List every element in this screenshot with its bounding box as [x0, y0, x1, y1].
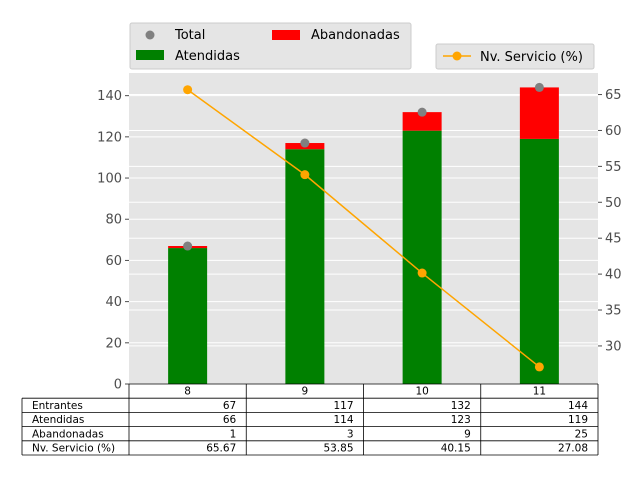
data-table: 8 9 10 11 Entrantes 67 117 132 144 Atendidas 66 114… [21, 383, 599, 456]
right-tick-label-45: 45 [605, 232, 622, 247]
service-line-path [187, 89, 540, 368]
legend-left: Total Abandonadas Atendidas [129, 22, 412, 70]
bar-atendidas-11 [519, 138, 559, 384]
left-tick-label-100: 100 [97, 172, 122, 187]
table-cell: 25 [575, 428, 588, 440]
left-axis: 0 20 40 60 80 100 120 140 [97, 89, 129, 393]
table-cell: 119 [568, 414, 588, 426]
bar-atendidas-10 [402, 130, 442, 384]
table-cell: 114 [333, 414, 353, 426]
table-cell: 117 [333, 400, 353, 412]
bars [168, 87, 559, 384]
left-tick-label-0: 0 [114, 378, 122, 393]
service-point-11 [534, 362, 544, 372]
table-cell: 144 [568, 400, 588, 412]
legend-total-marker [145, 30, 155, 40]
legend-abandonadas-swatch [272, 30, 300, 40]
left-tick-label-80: 80 [105, 213, 122, 228]
right-tick-label-50: 50 [605, 196, 622, 211]
right-tick-label-30: 30 [605, 339, 622, 354]
table-cell: 53.85 [323, 443, 353, 455]
table-col-header-8: 8 [184, 386, 191, 398]
table-cell: 66 [223, 414, 237, 426]
total-point-10 [417, 107, 427, 117]
table-row-label: Abandonadas [32, 428, 104, 440]
table-col-header-10: 10 [415, 386, 428, 398]
legend-atendidas-label: Atendidas [175, 49, 240, 64]
table-cell: 67 [223, 400, 236, 412]
right-axis: 30 35 40 45 50 55 60 65 [598, 88, 622, 354]
service-point-9 [300, 170, 310, 180]
legend-left-box [129, 22, 412, 70]
service-line [183, 85, 544, 372]
total-points [183, 82, 544, 251]
table-row-label: Entrantes [32, 400, 83, 412]
left-tick-label-60: 60 [105, 254, 122, 269]
left-tick-label-140: 140 [97, 89, 122, 104]
legend-right-box [435, 43, 595, 70]
right-tick-label-55: 55 [605, 160, 622, 175]
bar-abandonadas-11 [519, 87, 559, 139]
right-tick-label-40: 40 [605, 268, 622, 283]
table-cell: 27.08 [558, 443, 588, 455]
right-tick-label-60: 60 [605, 124, 622, 139]
legend-service-marker [452, 51, 462, 61]
table-cell: 9 [464, 428, 471, 440]
legend-total-label: Total [174, 28, 205, 43]
total-point-9 [300, 138, 310, 148]
total-point-11 [534, 82, 544, 92]
legend-atendidas-swatch [136, 50, 164, 60]
service-point-10 [417, 268, 427, 278]
table-row-label: Atendidas [32, 414, 84, 426]
table-row-label: Nv. Servicio (%) [32, 443, 115, 455]
bar-atendidas-8 [168, 248, 208, 384]
table-col-header-11: 11 [533, 386, 546, 398]
legend-service-label: Nv. Servicio (%) [480, 50, 583, 65]
left-tick-label-120: 120 [97, 130, 122, 145]
table-cell: 40.15 [441, 443, 471, 455]
right-tick-label-65: 65 [605, 88, 622, 103]
table-cell: 132 [451, 400, 471, 412]
bar-atendidas-9 [285, 149, 325, 384]
bar-abandonadas-10 [402, 112, 442, 131]
grid [129, 94, 598, 385]
table-cell: 3 [347, 428, 354, 440]
left-tick-label-20: 20 [105, 336, 122, 351]
total-point-8 [183, 241, 193, 251]
legend-right: Nv. Servicio (%) [435, 43, 595, 70]
table-cell: 123 [451, 414, 471, 426]
left-tick-label-40: 40 [105, 295, 122, 310]
legend-abandonadas-label: Abandonadas [311, 28, 400, 43]
table-cell: 65.67 [206, 443, 236, 455]
service-point-8 [183, 85, 193, 95]
plot-background [129, 73, 598, 384]
table-cell: 1 [230, 428, 237, 440]
right-tick-label-35: 35 [605, 304, 622, 319]
table-col-header-9: 9 [302, 386, 309, 398]
